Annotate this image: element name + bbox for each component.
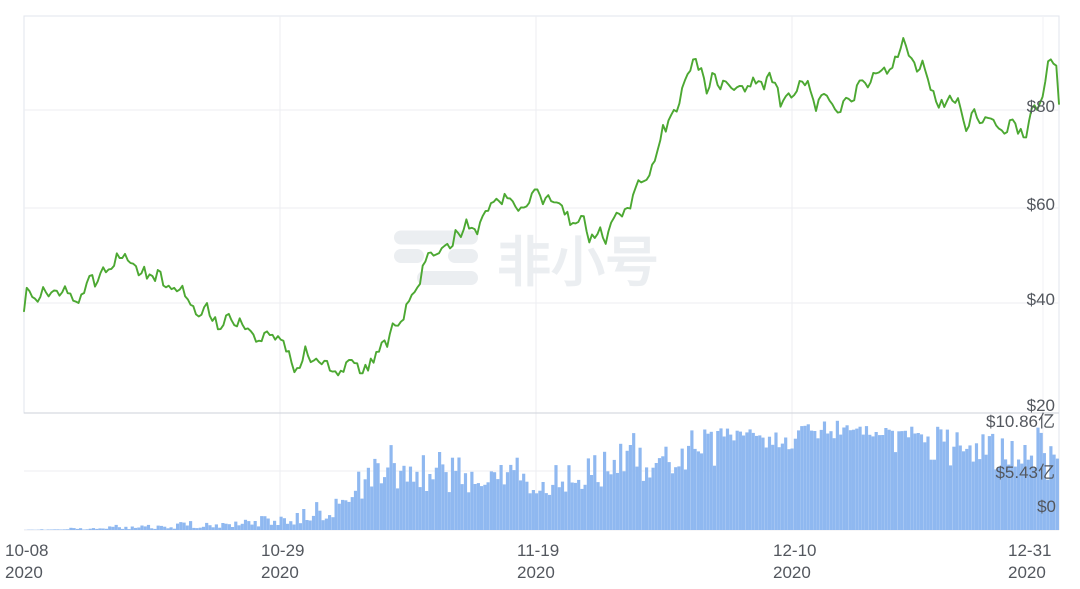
- svg-text:非小号: 非小号: [497, 233, 659, 293]
